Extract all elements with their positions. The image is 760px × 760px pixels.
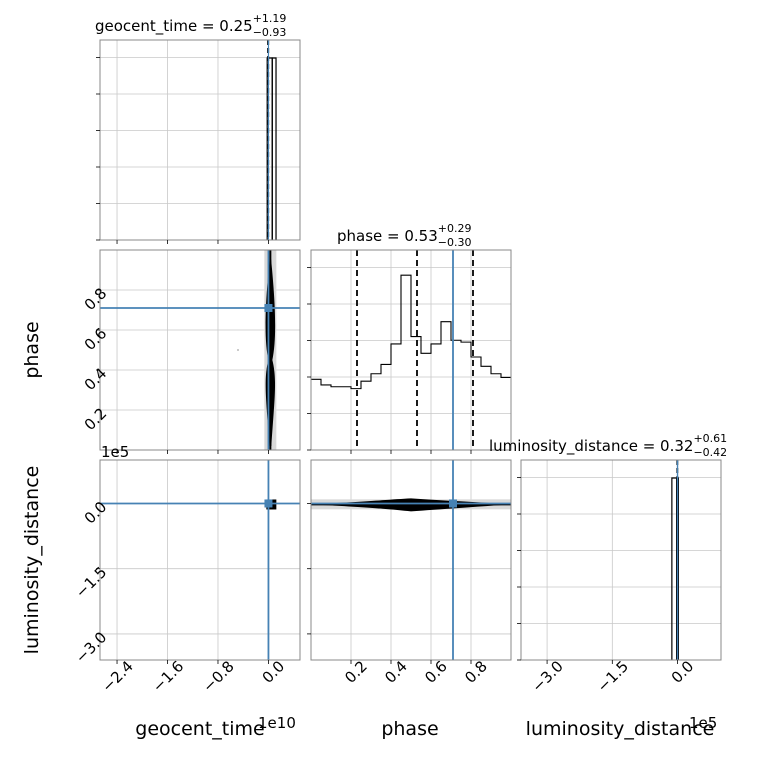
x-tick-label: −2.4 <box>98 657 136 695</box>
x-tick-label: −1.5 <box>594 657 632 695</box>
offset-label-y: 1e5 <box>101 443 129 461</box>
sample-point <box>237 349 239 351</box>
title-main: luminosity_distance = 0.32 <box>489 437 693 456</box>
x-axis-label: luminosity_distance <box>526 718 715 740</box>
x-tick-label: 0.0 <box>668 657 698 687</box>
panel-frame <box>520 459 722 661</box>
panel-frame <box>99 249 301 451</box>
y-tick-label: 0.0 <box>81 498 111 528</box>
panel-frame <box>310 459 512 661</box>
x-tick-label: 0.8 <box>461 657 491 687</box>
panel-title-text: phase = 0.53+0.29 −0.30 <box>337 222 472 249</box>
panel-frame <box>310 249 512 451</box>
offset-label-x: 1e5 <box>689 714 717 732</box>
x-axis-label: geocent_time <box>135 718 264 740</box>
x-tick-label: 0.0 <box>259 657 289 687</box>
title-plus: +0.61 <box>693 432 727 445</box>
y-axis-label: phase <box>21 321 43 378</box>
hist-step <box>271 57 277 240</box>
truth-marker <box>449 499 457 508</box>
panel-title: phase = 0.53+0.29 −0.30 <box>337 222 472 249</box>
y-tick-label: 0.4 <box>81 364 111 394</box>
title-plus: +1.19 <box>253 12 287 25</box>
panel-title: luminosity_distance = 0.32+0.61 −0.42 <box>489 432 727 459</box>
y-tick-label: 0.6 <box>81 324 111 354</box>
y-tick-label: 0.8 <box>81 284 111 314</box>
title-main: geocent_time = 0.25 <box>95 17 253 36</box>
title-plus: +0.29 <box>438 222 472 235</box>
truth-marker <box>264 304 273 312</box>
x-tick-label: −1.6 <box>149 657 187 695</box>
y-axis-label: luminosity_distance <box>21 466 43 655</box>
panel-frame <box>99 39 301 241</box>
x-tick-label: 0.6 <box>421 657 451 687</box>
panel-frame <box>99 459 301 661</box>
panel-title-text: luminosity_distance = 0.32+0.61 −0.42 <box>489 432 727 459</box>
title-main: phase = 0.53 <box>337 227 438 245</box>
hist-step <box>311 274 511 390</box>
title-minus: −0.93 <box>253 26 287 39</box>
x-tick-label: −0.8 <box>199 657 237 695</box>
x-tick-label: 0.4 <box>381 657 411 687</box>
panel-title-text: geocent_time = 0.25+1.19 −0.93 <box>95 12 286 39</box>
x-tick-label: 0.2 <box>341 657 371 687</box>
x-tick-label: −3.0 <box>528 657 566 695</box>
title-minus: −0.42 <box>693 446 727 459</box>
truth-marker <box>264 499 273 508</box>
offset-label-x: 1e10 <box>258 714 296 732</box>
y-tick-label: 0.2 <box>81 404 111 434</box>
x-axis-label: phase <box>381 718 438 740</box>
panel-title: geocent_time = 0.25+1.19 −0.93 <box>95 12 286 39</box>
title-minus: −0.30 <box>438 236 472 249</box>
hist-step <box>671 477 678 660</box>
